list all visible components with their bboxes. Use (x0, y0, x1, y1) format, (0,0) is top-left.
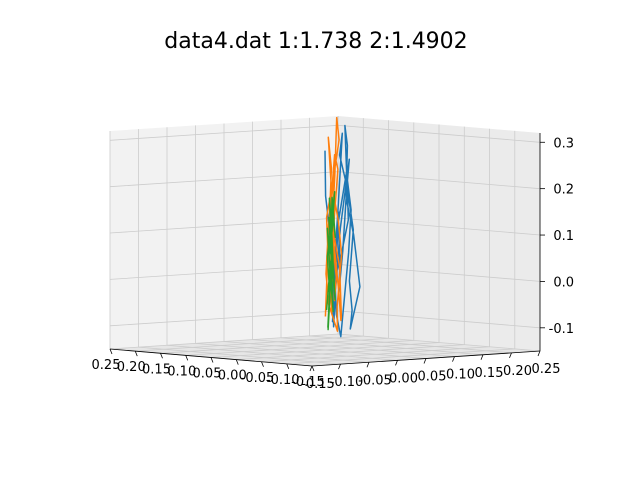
y-tick-label: 0.05 (418, 370, 447, 385)
y-tick-label: 0.20 (503, 364, 532, 379)
x-tick-label: 0.15 (142, 362, 171, 377)
series-group (324, 116, 361, 338)
axis-lines (109, 133, 545, 372)
y-tick-mark (395, 360, 398, 366)
x-tick-label: 0.05 (193, 367, 222, 382)
y-tick-label: 0.25 (532, 362, 561, 377)
grid-line-y (138, 129, 341, 365)
series-line-1 (324, 124, 361, 338)
x-tick-mark (261, 361, 264, 367)
x-tick-mark (286, 363, 290, 370)
y-tick-mark (452, 356, 455, 362)
tick-labels: -0.15-0.10-0.050.000.050.100.150.200.25-… (92, 136, 574, 392)
x-tick-label: 0.10 (167, 364, 196, 379)
x-tick-mark (160, 353, 163, 359)
z-tick-label: 0.0 (553, 275, 574, 290)
x-tick-label: 0.25 (92, 358, 121, 373)
x-tick-label: -0.05 (241, 371, 275, 386)
y-tick-mark (537, 350, 541, 357)
z-tick-label: -0.1 (549, 322, 574, 337)
y-tick-label: 0.00 (389, 371, 418, 386)
z-tick-label: 0.3 (553, 136, 574, 151)
y-tick-mark (366, 362, 370, 368)
y-tick-label: -0.10 (330, 375, 364, 390)
y-tick-label: -0.15 (301, 377, 335, 392)
grid-line-y (252, 121, 455, 357)
series-line-3 (325, 191, 337, 331)
grid-line-z (109, 310, 541, 329)
grid-line-y (223, 123, 427, 359)
y-tick-mark (338, 363, 341, 370)
y-tick-label: 0.10 (446, 368, 475, 383)
chart-title: data4.dat 1:1.738 2:1.4902 (164, 29, 467, 54)
y-tick-mark (480, 354, 484, 360)
x-tick-mark (210, 357, 214, 363)
y-tick-mark (309, 365, 313, 372)
x-tick-label: 0.00 (218, 369, 247, 384)
grid-line-y (166, 127, 370, 363)
x-tick-label: -0.10 (266, 373, 300, 388)
x-tick-label: -0.15 (291, 375, 325, 390)
y-tick-mark (423, 358, 427, 364)
grid-line-y (309, 117, 512, 354)
grid-line-y (280, 119, 484, 356)
grid-line-y (195, 125, 398, 361)
x-tick-mark (311, 365, 315, 372)
y-tick-label: -0.05 (358, 373, 392, 388)
y-tick-label: 0.15 (475, 366, 504, 381)
x-tick-label: 0.20 (117, 360, 146, 375)
y-tick-mark (509, 352, 512, 359)
z-tick-label: 0.1 (553, 229, 574, 244)
x-tick-mark (185, 355, 189, 361)
z-tick-label: 0.2 (553, 183, 574, 198)
x-tick-mark (109, 348, 113, 355)
x-tick-mark (235, 359, 239, 365)
x-tick-mark (134, 350, 138, 357)
grid-line-y (337, 116, 541, 352)
